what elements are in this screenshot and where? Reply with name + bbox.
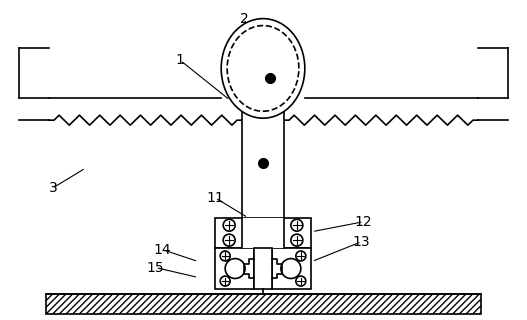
- Circle shape: [291, 219, 303, 231]
- Circle shape: [220, 276, 230, 286]
- Bar: [215, 218, 311, 248]
- Ellipse shape: [221, 19, 305, 118]
- Text: 15: 15: [147, 260, 164, 275]
- Bar: [46, 294, 481, 314]
- Text: 3: 3: [48, 181, 57, 195]
- Text: 14: 14: [154, 243, 171, 257]
- Circle shape: [220, 251, 230, 261]
- Bar: [254, 248, 272, 289]
- Circle shape: [296, 276, 306, 286]
- Circle shape: [291, 234, 303, 246]
- Circle shape: [281, 259, 301, 278]
- Circle shape: [223, 219, 235, 231]
- Text: 1: 1: [176, 53, 185, 68]
- Bar: [242, 98, 284, 218]
- Circle shape: [225, 259, 245, 278]
- Bar: [215, 248, 254, 289]
- Circle shape: [223, 234, 235, 246]
- Text: 11: 11: [207, 191, 224, 205]
- Text: 12: 12: [355, 215, 373, 229]
- Circle shape: [296, 251, 306, 261]
- Text: 2: 2: [240, 12, 248, 26]
- Bar: [242, 218, 284, 248]
- Bar: [272, 248, 311, 289]
- Text: 13: 13: [353, 235, 370, 249]
